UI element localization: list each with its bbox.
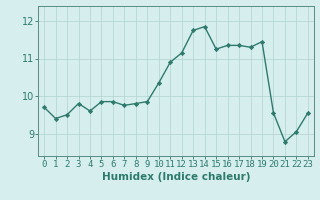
X-axis label: Humidex (Indice chaleur): Humidex (Indice chaleur) [102, 172, 250, 182]
